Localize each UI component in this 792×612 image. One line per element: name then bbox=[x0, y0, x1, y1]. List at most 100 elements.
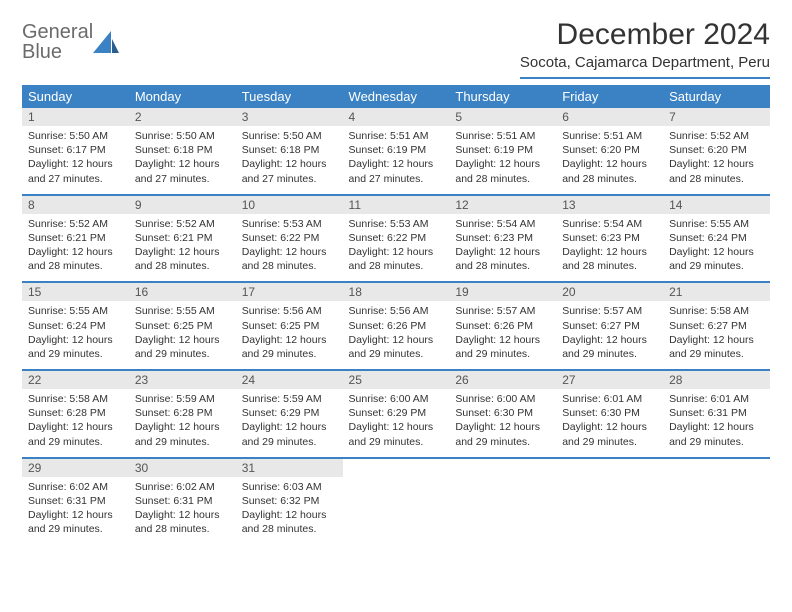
day-number: 18 bbox=[343, 283, 450, 301]
weekday-header: Tuesday bbox=[236, 85, 343, 108]
calendar-cell: 26Sunrise: 6:00 AMSunset: 6:30 PMDayligh… bbox=[449, 370, 556, 458]
calendar-cell: .. bbox=[343, 458, 450, 545]
day-details: Sunrise: 5:50 AMSunset: 6:18 PMDaylight:… bbox=[236, 126, 343, 194]
calendar-cell: 14Sunrise: 5:55 AMSunset: 6:24 PMDayligh… bbox=[663, 195, 770, 283]
day-details: Sunrise: 6:00 AMSunset: 6:29 PMDaylight:… bbox=[343, 389, 450, 457]
calendar-cell: 1Sunrise: 5:50 AMSunset: 6:17 PMDaylight… bbox=[22, 108, 129, 195]
day-details: Sunrise: 5:57 AMSunset: 6:26 PMDaylight:… bbox=[449, 301, 556, 369]
day-number: 3 bbox=[236, 108, 343, 126]
day-number: 4 bbox=[343, 108, 450, 126]
day-details: Sunrise: 5:53 AMSunset: 6:22 PMDaylight:… bbox=[236, 214, 343, 282]
day-number: 20 bbox=[556, 283, 663, 301]
day-number: 30 bbox=[129, 459, 236, 477]
day-details: Sunrise: 5:53 AMSunset: 6:22 PMDaylight:… bbox=[343, 214, 450, 282]
calendar-cell: 20Sunrise: 5:57 AMSunset: 6:27 PMDayligh… bbox=[556, 282, 663, 370]
day-number: 16 bbox=[129, 283, 236, 301]
day-details: Sunrise: 5:54 AMSunset: 6:23 PMDaylight:… bbox=[449, 214, 556, 282]
day-details: Sunrise: 6:01 AMSunset: 6:31 PMDaylight:… bbox=[663, 389, 770, 457]
day-details: Sunrise: 5:55 AMSunset: 6:25 PMDaylight:… bbox=[129, 301, 236, 369]
day-details: Sunrise: 5:51 AMSunset: 6:20 PMDaylight:… bbox=[556, 126, 663, 194]
calendar-cell: 31Sunrise: 6:03 AMSunset: 6:32 PMDayligh… bbox=[236, 458, 343, 545]
weekday-header: Wednesday bbox=[343, 85, 450, 108]
calendar-cell: 23Sunrise: 5:59 AMSunset: 6:28 PMDayligh… bbox=[129, 370, 236, 458]
day-details: Sunrise: 6:02 AMSunset: 6:31 PMDaylight:… bbox=[22, 477, 129, 545]
day-details: Sunrise: 5:52 AMSunset: 6:21 PMDaylight:… bbox=[22, 214, 129, 282]
calendar-cell: 11Sunrise: 5:53 AMSunset: 6:22 PMDayligh… bbox=[343, 195, 450, 283]
day-number: 24 bbox=[236, 371, 343, 389]
day-details: Sunrise: 5:56 AMSunset: 6:25 PMDaylight:… bbox=[236, 301, 343, 369]
day-number: 2 bbox=[129, 108, 236, 126]
calendar-row: 8Sunrise: 5:52 AMSunset: 6:21 PMDaylight… bbox=[22, 195, 770, 283]
day-details: Sunrise: 5:56 AMSunset: 6:26 PMDaylight:… bbox=[343, 301, 450, 369]
calendar-cell: 13Sunrise: 5:54 AMSunset: 6:23 PMDayligh… bbox=[556, 195, 663, 283]
day-number: 7 bbox=[663, 108, 770, 126]
calendar-cell: 9Sunrise: 5:52 AMSunset: 6:21 PMDaylight… bbox=[129, 195, 236, 283]
weekday-header: Saturday bbox=[663, 85, 770, 108]
calendar-cell: 28Sunrise: 6:01 AMSunset: 6:31 PMDayligh… bbox=[663, 370, 770, 458]
day-number: 1 bbox=[22, 108, 129, 126]
calendar-cell: .. bbox=[449, 458, 556, 545]
logo-sail-icon bbox=[93, 31, 119, 53]
weekday-header: Thursday bbox=[449, 85, 556, 108]
calendar-cell: 30Sunrise: 6:02 AMSunset: 6:31 PMDayligh… bbox=[129, 458, 236, 545]
calendar-cell: 15Sunrise: 5:55 AMSunset: 6:24 PMDayligh… bbox=[22, 282, 129, 370]
day-details: Sunrise: 5:52 AMSunset: 6:21 PMDaylight:… bbox=[129, 214, 236, 282]
weekday-header: Monday bbox=[129, 85, 236, 108]
day-number: 22 bbox=[22, 371, 129, 389]
day-number: 9 bbox=[129, 196, 236, 214]
day-number: 23 bbox=[129, 371, 236, 389]
day-number: 29 bbox=[22, 459, 129, 477]
calendar-cell: 19Sunrise: 5:57 AMSunset: 6:26 PMDayligh… bbox=[449, 282, 556, 370]
calendar-cell: 18Sunrise: 5:56 AMSunset: 6:26 PMDayligh… bbox=[343, 282, 450, 370]
calendar-row: 29Sunrise: 6:02 AMSunset: 6:31 PMDayligh… bbox=[22, 458, 770, 545]
weekday-header-row: Sunday Monday Tuesday Wednesday Thursday… bbox=[22, 85, 770, 108]
calendar-cell: 21Sunrise: 5:58 AMSunset: 6:27 PMDayligh… bbox=[663, 282, 770, 370]
day-number: 6 bbox=[556, 108, 663, 126]
day-number: 5 bbox=[449, 108, 556, 126]
calendar-cell: 25Sunrise: 6:00 AMSunset: 6:29 PMDayligh… bbox=[343, 370, 450, 458]
day-details: Sunrise: 5:59 AMSunset: 6:29 PMDaylight:… bbox=[236, 389, 343, 457]
day-details: Sunrise: 5:51 AMSunset: 6:19 PMDaylight:… bbox=[343, 126, 450, 194]
day-details: Sunrise: 5:57 AMSunset: 6:27 PMDaylight:… bbox=[556, 301, 663, 369]
day-details: Sunrise: 5:54 AMSunset: 6:23 PMDaylight:… bbox=[556, 214, 663, 282]
calendar-row: 22Sunrise: 5:58 AMSunset: 6:28 PMDayligh… bbox=[22, 370, 770, 458]
day-number: 13 bbox=[556, 196, 663, 214]
calendar-cell: 22Sunrise: 5:58 AMSunset: 6:28 PMDayligh… bbox=[22, 370, 129, 458]
day-details: Sunrise: 5:50 AMSunset: 6:18 PMDaylight:… bbox=[129, 126, 236, 194]
day-number: 15 bbox=[22, 283, 129, 301]
logo: General Blue bbox=[22, 18, 119, 62]
calendar-cell: 24Sunrise: 5:59 AMSunset: 6:29 PMDayligh… bbox=[236, 370, 343, 458]
day-details: Sunrise: 5:55 AMSunset: 6:24 PMDaylight:… bbox=[22, 301, 129, 369]
day-details: Sunrise: 5:52 AMSunset: 6:20 PMDaylight:… bbox=[663, 126, 770, 194]
calendar-cell: 2Sunrise: 5:50 AMSunset: 6:18 PMDaylight… bbox=[129, 108, 236, 195]
calendar-cell: 17Sunrise: 5:56 AMSunset: 6:25 PMDayligh… bbox=[236, 282, 343, 370]
day-details: Sunrise: 6:00 AMSunset: 6:30 PMDaylight:… bbox=[449, 389, 556, 457]
calendar-cell: 16Sunrise: 5:55 AMSunset: 6:25 PMDayligh… bbox=[129, 282, 236, 370]
day-details: Sunrise: 6:02 AMSunset: 6:31 PMDaylight:… bbox=[129, 477, 236, 545]
day-number: 11 bbox=[343, 196, 450, 214]
calendar-cell: 12Sunrise: 5:54 AMSunset: 6:23 PMDayligh… bbox=[449, 195, 556, 283]
calendar-cell: .. bbox=[556, 458, 663, 545]
logo-line1: General bbox=[22, 22, 93, 42]
day-number: 26 bbox=[449, 371, 556, 389]
title-block: December 2024 Socota, Cajamarca Departme… bbox=[520, 18, 770, 79]
day-details: Sunrise: 5:59 AMSunset: 6:28 PMDaylight:… bbox=[129, 389, 236, 457]
calendar-cell: 7Sunrise: 5:52 AMSunset: 6:20 PMDaylight… bbox=[663, 108, 770, 195]
day-number: 8 bbox=[22, 196, 129, 214]
day-details: Sunrise: 5:51 AMSunset: 6:19 PMDaylight:… bbox=[449, 126, 556, 194]
calendar-cell: 4Sunrise: 5:51 AMSunset: 6:19 PMDaylight… bbox=[343, 108, 450, 195]
calendar-cell: 3Sunrise: 5:50 AMSunset: 6:18 PMDaylight… bbox=[236, 108, 343, 195]
calendar-cell: 10Sunrise: 5:53 AMSunset: 6:22 PMDayligh… bbox=[236, 195, 343, 283]
weekday-header: Sunday bbox=[22, 85, 129, 108]
day-details: Sunrise: 5:58 AMSunset: 6:28 PMDaylight:… bbox=[22, 389, 129, 457]
day-number: 14 bbox=[663, 196, 770, 214]
day-number: 10 bbox=[236, 196, 343, 214]
logo-line2: Blue bbox=[22, 42, 93, 62]
calendar-table: Sunday Monday Tuesday Wednesday Thursday… bbox=[22, 85, 770, 544]
day-details: Sunrise: 5:50 AMSunset: 6:17 PMDaylight:… bbox=[22, 126, 129, 194]
calendar-cell: 27Sunrise: 6:01 AMSunset: 6:30 PMDayligh… bbox=[556, 370, 663, 458]
calendar-cell: 6Sunrise: 5:51 AMSunset: 6:20 PMDaylight… bbox=[556, 108, 663, 195]
day-number: 31 bbox=[236, 459, 343, 477]
header: General Blue December 2024 Socota, Cajam… bbox=[22, 18, 770, 79]
calendar-row: 1Sunrise: 5:50 AMSunset: 6:17 PMDaylight… bbox=[22, 108, 770, 195]
